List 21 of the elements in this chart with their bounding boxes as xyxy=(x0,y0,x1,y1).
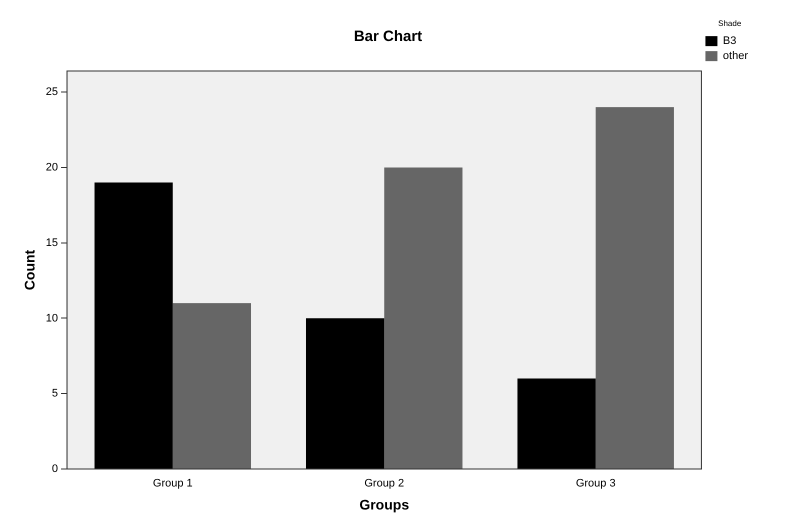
y-axis-title: Count xyxy=(21,249,38,290)
y-tick-label: 20 xyxy=(46,162,58,174)
bar xyxy=(517,378,596,468)
bar xyxy=(384,167,462,468)
x-tick-label: Group 1 xyxy=(152,478,193,490)
y-tick-label: 5 xyxy=(52,388,58,400)
chart-title: Bar Chart xyxy=(354,28,422,46)
bar xyxy=(172,303,252,468)
y-tick-label: 15 xyxy=(46,236,58,249)
y-tick-label: 25 xyxy=(46,86,58,98)
bar xyxy=(596,107,674,468)
x-tick-label: Group 2 xyxy=(364,478,404,490)
legend-label: B3 xyxy=(722,35,736,48)
y-tick-label: 10 xyxy=(46,312,58,324)
x-axis-title: Groups xyxy=(359,496,410,512)
bar xyxy=(306,318,384,468)
legend-label: other xyxy=(722,50,748,62)
bar xyxy=(94,182,173,468)
legend-title: Shade xyxy=(718,19,742,28)
y-tick-label: 0 xyxy=(52,463,58,476)
x-tick-label: Group 3 xyxy=(576,478,616,490)
